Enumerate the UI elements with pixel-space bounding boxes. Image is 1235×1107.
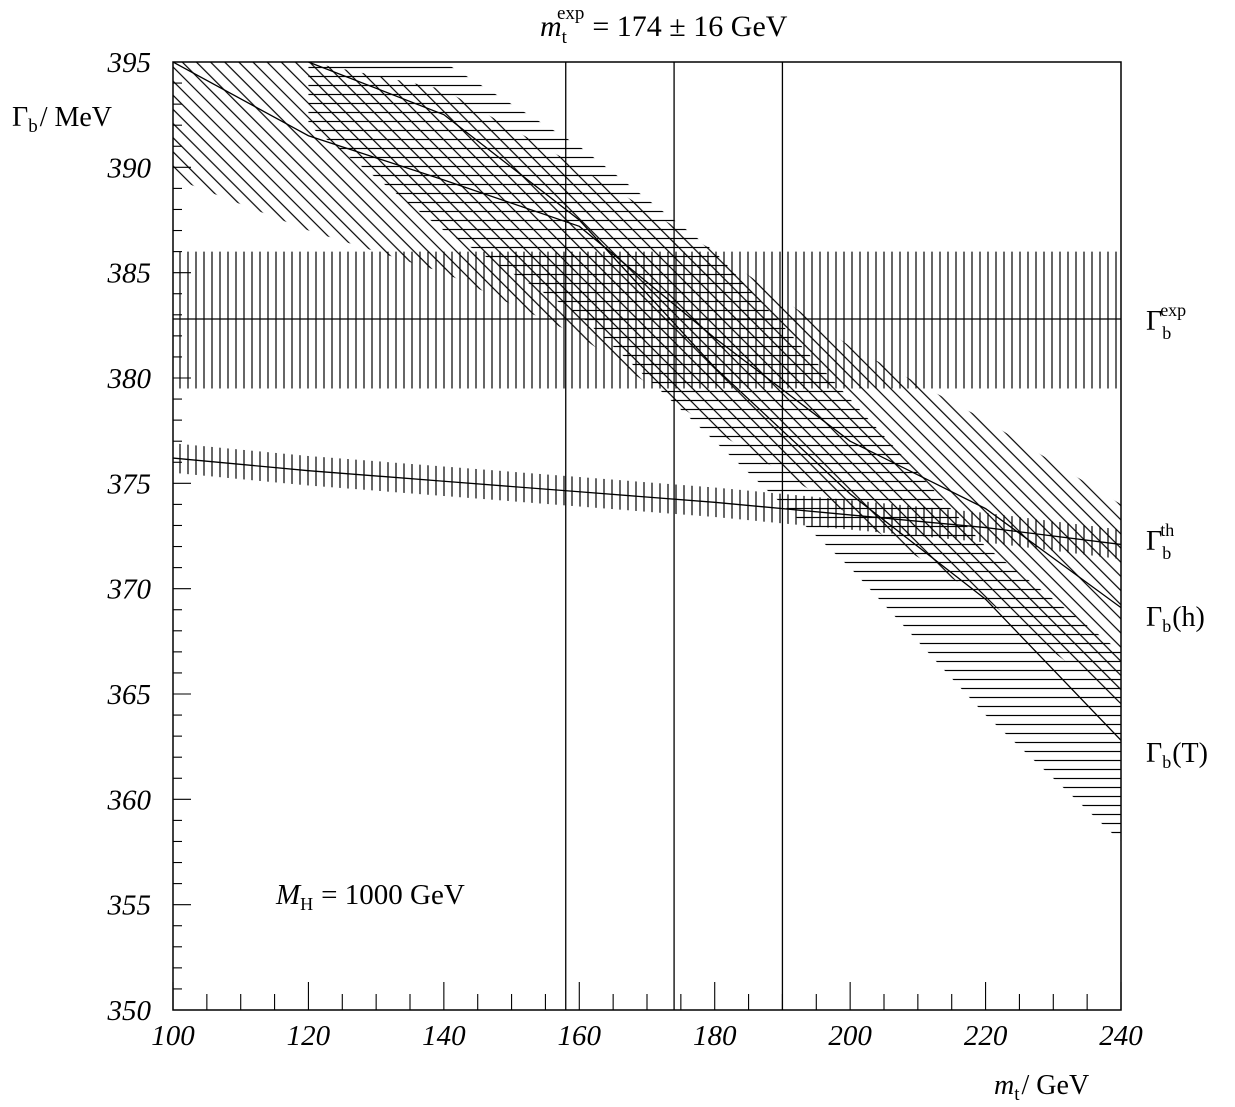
y-tick-label: 395 [107,47,152,79]
curve-gamma-b-th [173,457,1121,546]
y-tick-label: 350 [107,995,152,1027]
band-gamma-b-exp [173,251,1121,389]
label-gamma-b-t: Γb(T) [1146,738,1208,772]
x-tick-label: 220 [964,1020,1008,1052]
band-gamma-b-th [173,443,1121,560]
y-tick-label: 370 [107,574,152,606]
curves [173,62,1121,741]
higgs-mass-annotation: MH = 1000 GeV [275,879,465,914]
mt-exp-lines [565,62,784,1010]
hatched-bands [173,62,1121,842]
y-tick-label: 385 [107,258,152,290]
axis-ticks: 100 120 140 160 180 200 220 240 350 355 360 365 370 3… [107,47,1144,1052]
x-tick-label: 200 [828,1020,872,1052]
label-gamma-b-th: Γbth [1146,520,1174,563]
label-gamma-b-exp: Γbexp [1146,300,1186,343]
x-tick-label: 160 [558,1020,602,1052]
y-tick-label: 390 [107,152,152,184]
chart-title: mtexp = 174 ± 16 GeV [540,3,788,48]
y-tick-label: 360 [107,784,152,816]
x-tick-label: 240 [1099,1020,1143,1052]
curve-gamma-b-h [173,62,1121,609]
y-tick-label: 365 [107,679,152,711]
x-tick-label: 120 [287,1020,331,1052]
y-tick-label: 355 [107,890,152,922]
x-tick-label: 140 [422,1020,466,1052]
x-tick-label: 180 [693,1020,737,1052]
curve-gamma-b-t [308,62,1121,741]
y-tick-label: 375 [107,468,152,500]
y-axis-label: Γb/ MeV [12,102,112,137]
y-tick-label: 380 [107,363,152,395]
x-axis-label: mt/ GeV [994,1070,1089,1105]
x-tick-label: 100 [151,1020,195,1052]
label-gamma-b-h: Γb(h) [1146,602,1205,636]
